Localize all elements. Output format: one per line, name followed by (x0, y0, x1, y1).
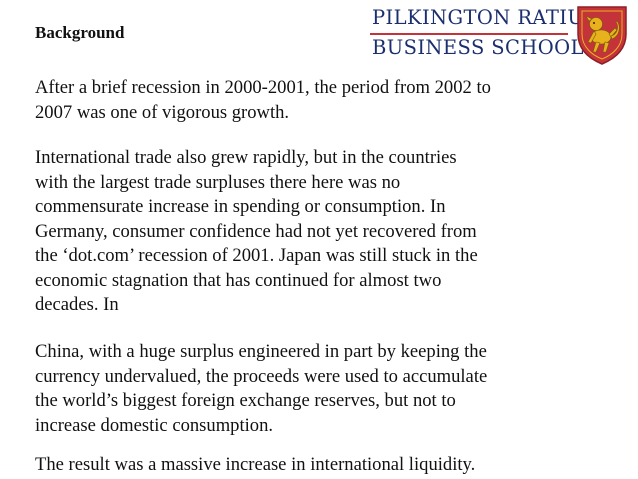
paragraph-line: decades. In (35, 294, 119, 315)
paragraph-line: economic stagnation that has continued f… (35, 269, 442, 291)
paragraph-line: the ‘dot.com’ recession of 2001. Japan w… (35, 245, 478, 266)
paragraph-line: After a brief recession in 2000-2001, th… (35, 77, 491, 98)
paragraph-line: The result was a massive increase in int… (35, 454, 476, 475)
paragraph-1: After a brief recession in 2000-2001, th… (35, 76, 491, 125)
paragraph-2: International trade also grew rapidly, b… (35, 146, 478, 318)
paragraph-4: The result was a massive increase in int… (35, 453, 475, 478)
logo-line-1: PILKINGTON RATIU (372, 6, 585, 29)
paragraph-line: commensurate increase in spending or con… (35, 196, 446, 217)
paragraph-line: China, with a huge surplus engineered in… (35, 341, 487, 362)
logo-divider (370, 33, 568, 35)
slide-heading: Background (35, 23, 125, 42)
paragraph-line: International trade also grew rapidly, b… (35, 147, 457, 168)
paragraph-line: with the largest trade surpluses there h… (35, 171, 401, 193)
logo-line-2: BUSINESS SCHOOL (372, 36, 584, 59)
paragraph-line: 2007 was one of vigorous growth. (35, 101, 290, 123)
lion-shield-icon (577, 6, 627, 65)
paragraph-line: currency undervalued, the proceeds were … (35, 365, 488, 387)
paragraph-3: China, with a huge surplus engineered in… (35, 340, 487, 438)
school-logo: PILKINGTON RATIU BUSINESS SCHOOL (370, 4, 638, 66)
paragraph-line: Germany, consumer confidence had not yet… (35, 220, 477, 242)
paragraph-line: increase domestic consumption. (35, 414, 274, 436)
paragraph-line: the world’s biggest foreign exchange res… (35, 390, 456, 411)
